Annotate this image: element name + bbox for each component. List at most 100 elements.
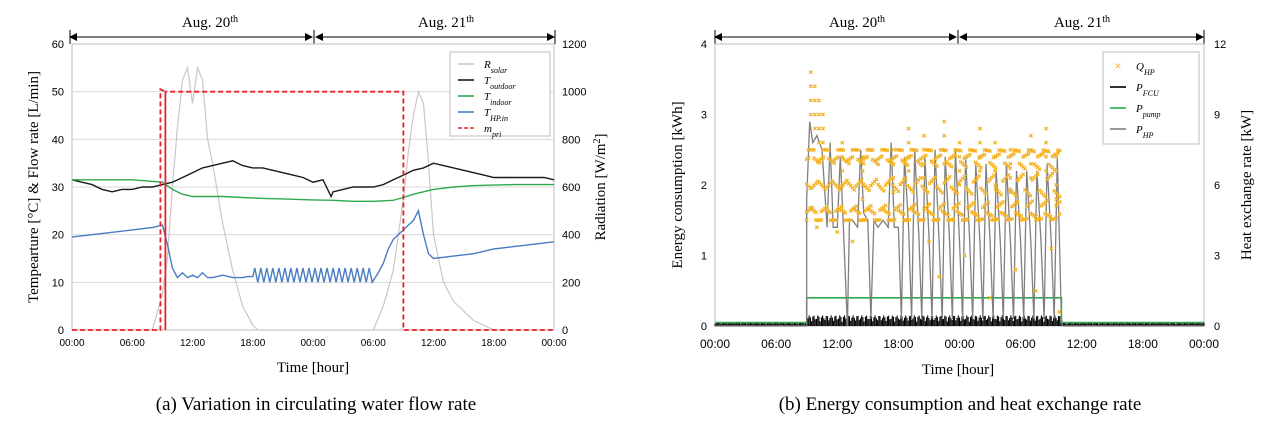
x-tick-0: 00:00 — [59, 338, 84, 349]
q-point-344 — [962, 174, 967, 179]
q-point-261 — [923, 188, 928, 193]
q-point-613 — [1028, 147, 1033, 152]
q-point-621 — [1054, 168, 1059, 173]
x-tick-5: 06:00 — [1006, 337, 1036, 351]
q-point-499 — [1032, 161, 1037, 167]
q-point-226 — [907, 185, 912, 190]
y-axis-label: Tempearture [°C] & Flow rate [L/min] — [26, 71, 42, 303]
q-point-588 — [921, 133, 926, 138]
day-label-1: Aug. 20th — [829, 14, 885, 32]
q-point-581 — [891, 161, 896, 166]
x-tick-5: 06:00 — [361, 338, 386, 349]
q-point-116 — [857, 211, 862, 216]
q-point-517 — [1041, 192, 1046, 197]
q-point-92 — [846, 161, 851, 166]
caption-a: (a) Variation in circulating water flow … — [156, 394, 476, 415]
q-point-631 — [988, 295, 993, 300]
series-q_hp — [804, 70, 1062, 314]
q-point-200 — [896, 189, 901, 194]
x-tick-4: 00:00 — [300, 338, 325, 349]
q-point-16 — [811, 147, 817, 152]
q-point-310 — [945, 161, 950, 166]
q-point-601 — [977, 140, 982, 145]
q-point-168 — [881, 188, 886, 193]
q-point-580 — [891, 147, 896, 152]
day-label-1: Aug. 20th — [182, 14, 238, 32]
q-point-574 — [840, 168, 845, 173]
y2-tick-4: 800 — [562, 134, 580, 146]
q-point-268 — [927, 202, 932, 207]
q-point-592 — [942, 119, 947, 124]
q-point-374 — [975, 161, 980, 167]
q-point-586 — [906, 154, 911, 159]
q-point-599 — [957, 182, 962, 188]
q-point-128 — [863, 217, 868, 222]
q-point-632 — [1013, 267, 1018, 272]
q-point-625 — [835, 229, 840, 235]
q-point-479 — [1022, 187, 1027, 192]
y-tick-5: 50 — [52, 87, 64, 99]
q-point-172 — [883, 203, 888, 208]
y2-tick-0: 0 — [1214, 321, 1220, 333]
q-point-549 — [1055, 192, 1060, 197]
q-point-615 — [1028, 175, 1033, 181]
q-point-232 — [910, 189, 916, 194]
q-point-281 — [932, 162, 938, 167]
q-point-287 — [934, 184, 939, 189]
q-point-14 — [810, 207, 815, 212]
q-point-627 — [886, 218, 891, 223]
q-point-2 — [804, 182, 809, 187]
q-point-217 — [903, 161, 908, 166]
q-point-476 — [1022, 166, 1027, 171]
y-tick-labels: 0 1 2 3 4 — [701, 39, 707, 333]
q-point-52 — [828, 210, 833, 215]
q-point-554 — [1057, 148, 1062, 153]
q-point-606 — [993, 168, 998, 173]
legend: × QHP PFCU Ppump PHP — [1102, 51, 1200, 145]
q-point-482 — [1024, 189, 1029, 194]
q-point-236 — [912, 202, 917, 207]
y-tick-4: 40 — [52, 134, 64, 146]
q-point-4 — [806, 155, 811, 160]
q-point-104 — [852, 187, 857, 192]
q-point-180 — [887, 211, 892, 216]
q-point-578 — [860, 182, 865, 188]
q-point-246 — [916, 160, 921, 165]
q-point-244 — [916, 212, 921, 217]
q-point-324 — [953, 152, 958, 157]
q-point-440 — [1006, 172, 1011, 178]
q-point-620 — [1054, 154, 1059, 159]
q-point-191 — [890, 183, 895, 188]
q-point-339 — [958, 159, 963, 165]
q-point-98 — [848, 183, 853, 188]
q-point-516 — [1041, 151, 1046, 156]
q-point-288 — [936, 217, 941, 222]
q-point-595 — [942, 161, 947, 166]
q-point-420 — [997, 152, 1002, 157]
x-tick-labels: 00:00 06:00 12:00 18:00 00:00 06:00 12:00 18:00… — [700, 337, 1219, 351]
q-point-559 — [808, 112, 813, 117]
q-point-557 — [808, 84, 813, 89]
q-point-409 — [991, 164, 996, 169]
y-tick-2: 2 — [701, 180, 707, 192]
q-point-624 — [814, 225, 819, 230]
q-point-560 — [812, 84, 817, 89]
y2-tick-labels: 0 3 6 9 12 — [1214, 39, 1226, 333]
q-point-472 — [1021, 172, 1026, 177]
q-point-249 — [918, 161, 923, 167]
x-tick-3: 18:00 — [240, 338, 265, 349]
q-point-546 — [1054, 190, 1059, 195]
q-point-63 — [832, 181, 837, 186]
q-point-448 — [1010, 216, 1015, 221]
legend-label-p_hp: PHP — [1135, 124, 1154, 140]
q-point-609 — [1008, 161, 1013, 166]
q-point-436 — [1004, 213, 1009, 219]
q-point-520 — [1043, 194, 1048, 199]
q-point-194 — [892, 185, 897, 190]
q-point-488 — [1028, 193, 1033, 198]
q-point-171 — [881, 207, 886, 212]
x-tick-7: 18:00 — [481, 338, 506, 349]
x-tick-0: 00:00 — [700, 337, 730, 351]
x-tick-6: 12:00 — [421, 338, 446, 349]
